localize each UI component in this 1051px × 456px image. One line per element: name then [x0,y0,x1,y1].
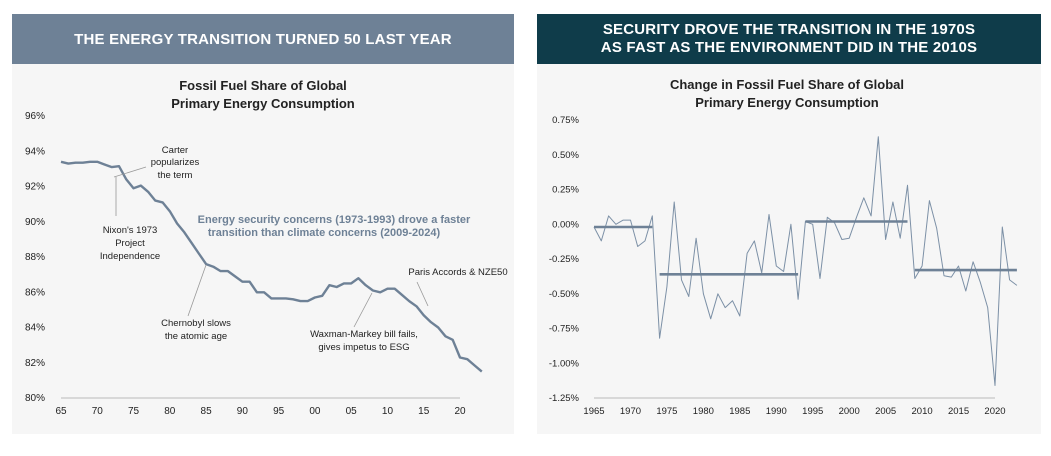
left-ytick-label: 90% [25,217,45,228]
left-xtick-label: 05 [346,406,358,417]
right-xtick-label: 2015 [948,406,969,417]
left-line-chart: Fossil Fuel Share of Global Primary Ener… [25,78,508,417]
right-xtick-label: 2005 [875,406,896,417]
left-xtick-label: 15 [418,406,430,417]
right-xtick-label: 2010 [912,406,933,417]
left-main-series-line [60,160,483,373]
right-xtick-label: 1990 [766,406,787,417]
right-ytick-label: -0.25% [549,254,580,265]
annot-chernobyl-1: Chernobyl slows [161,318,231,329]
right-banner-line1: SECURITY DROVE THE TRANSITION IN THE 197… [602,21,976,38]
annot-chernobyl-2: the atomic age [165,331,227,342]
annot-carter-3: the term [158,170,193,181]
annot-nixon-1: Nixon's 1973 [103,225,158,236]
right-xtick-label: 2020 [984,406,1005,417]
right-ytick-label: -0.75% [549,324,580,335]
left-ytick-label: 92% [25,182,45,193]
right-xtick-label: 2000 [839,406,860,417]
left-banner-text: THE ENERGY TRANSITION TURNED 50 LAST YEA… [74,30,452,48]
right-chart-title-line1: Change in Fossil Fuel Share of Global [670,77,904,92]
annot-paris: Paris Accords & NZE50 [408,267,507,278]
left-xtick-label: 65 [55,406,67,417]
left-ytick-label: 88% [25,252,45,263]
annot-security-1: Energy security concerns (1973-1993) dro… [198,214,471,226]
left-xtick-label: 00 [309,406,321,417]
right-chart-title-line2: Primary Energy Consumption [695,95,879,110]
left-annotation-leaders [113,166,429,328]
right-ytick-label: 0.50% [552,150,579,161]
annot-nixon-3: Independence [100,251,160,262]
left-ytick-label: 94% [25,146,45,157]
right-ytick-label: -1.25% [549,393,580,404]
right-main-series-line [593,136,1018,386]
left-ytick-label: 80% [25,393,45,404]
annot-nixon-2: Project [115,238,145,249]
annot-waxman-1: Waxman-Markey bill fails, [310,329,418,340]
right-xtick-label: 1980 [693,406,714,417]
left-xtick-label: 70 [92,406,104,417]
right-ytick-label: -1.00% [549,358,580,369]
annot-carter-1: Carter [162,145,188,156]
left-banner: THE ENERGY TRANSITION TURNED 50 LAST YEA… [12,14,514,64]
left-xtick-label: 90 [237,406,249,417]
right-ytick-label: -0.50% [549,289,580,300]
left-ytick-label: 84% [25,323,45,334]
right-xtick-label: 1985 [729,406,750,417]
left-xtick-label: 20 [454,406,466,417]
right-xtick-label: 1975 [656,406,677,417]
right-ytick-label: 0.00% [552,219,579,230]
left-chart-title-line2: Primary Energy Consumption [171,96,355,111]
left-ytick-label: 82% [25,358,45,369]
left-xtick-label: 75 [128,406,140,417]
left-chart-panel: THE ENERGY TRANSITION TURNED 50 LAST YEA… [12,14,514,434]
left-xtick-label: 10 [382,406,394,417]
right-ytick-label: 0.75% [552,115,579,126]
left-ytick-label: 86% [25,287,45,298]
right-line-chart: Change in Fossil Fuel Share of Global Pr… [549,77,1018,417]
annot-waxman-2: gives impetus to ESG [318,342,409,353]
right-ytick-label: 0.25% [552,185,579,196]
right-banner-line2: AS FAST AS THE ENVIRONMENT DID IN THE 20… [600,39,978,56]
left-xtick-label: 85 [201,406,213,417]
right-banner: SECURITY DROVE THE TRANSITION IN THE 197… [537,14,1041,64]
left-chart-title-line1: Fossil Fuel Share of Global [179,78,347,93]
left-ytick-label: 96% [25,111,45,122]
right-xtick-label: 1965 [583,406,604,417]
right-xtick-label: 1970 [620,406,641,417]
left-xtick-label: 95 [273,406,285,417]
right-xtick-label: 1995 [802,406,823,417]
right-chart-panel: SECURITY DROVE THE TRANSITION IN THE 197… [537,14,1041,434]
left-xtick-label: 80 [164,406,176,417]
annot-security-2: transition than climate concerns (2009-2… [208,227,441,239]
annot-carter-2: popularizes [151,157,200,168]
